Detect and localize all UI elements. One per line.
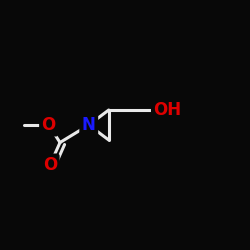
Text: N: N: [82, 116, 96, 134]
Text: O: O: [42, 116, 56, 134]
Text: O: O: [43, 156, 57, 174]
Text: OH: OH: [154, 101, 182, 119]
